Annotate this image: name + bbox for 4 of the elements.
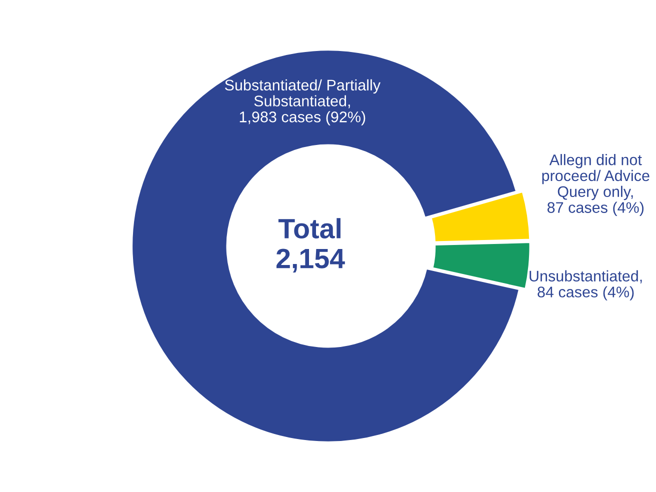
slice-label: Substantiated/ Partially Substantiated, 1,983 cases (92%) [224, 79, 381, 126]
text: Total 2,154 [276, 218, 345, 272]
slice-label: Allegn did not proceed/ Advice Query only, 87 cases (4%) [542, 154, 650, 216]
slice-label: Unsubstantiated, 84 cases (4%) [530, 270, 642, 300]
